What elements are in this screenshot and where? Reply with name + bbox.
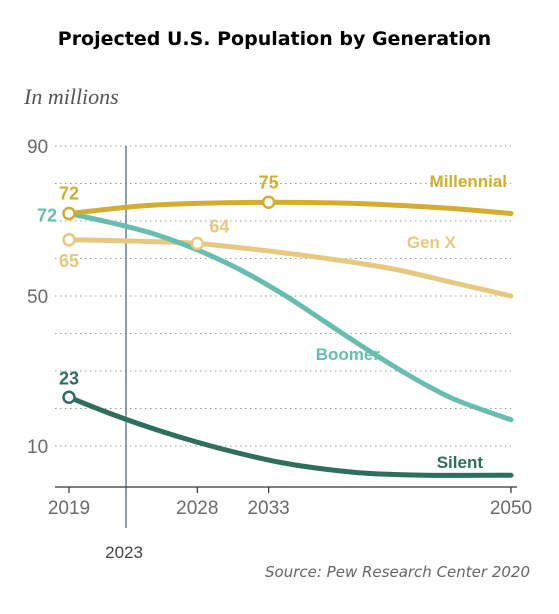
data-label: 75 — [259, 172, 279, 192]
data-label: 23 — [59, 368, 79, 388]
x-tick-label: 2050 — [490, 498, 532, 519]
reference-line-label: 2023 — [105, 543, 143, 562]
data-label: 65 — [59, 251, 79, 271]
series-label-gen-x: Gen X — [407, 233, 457, 252]
series-line-gen-x — [66, 237, 514, 299]
data-point-marker — [261, 195, 276, 209]
y-tick-label: 50 — [27, 287, 48, 308]
series-line-millennial — [66, 199, 514, 216]
chart-title: Projected U.S. Population by Generation — [57, 28, 492, 50]
x-tick-label: 2033 — [247, 498, 289, 519]
data-point-marker — [62, 206, 76, 221]
data-point-marker — [62, 390, 76, 404]
series-label-boomer: Boomer — [316, 345, 381, 364]
series-label-silent: Silent — [437, 453, 484, 472]
chart-subtitle: In millions — [24, 84, 119, 109]
data-label: 64 — [209, 217, 229, 237]
source-note: Source: Pew Research Center 2020 — [265, 563, 530, 581]
y-tick-label: 10 — [27, 437, 48, 458]
series-label-millennial: Millennial — [430, 172, 507, 191]
data-label: 72 — [37, 206, 57, 226]
series-line-boomer — [66, 211, 514, 423]
y-tick-label: 90 — [27, 137, 48, 158]
series-line-silent — [66, 394, 514, 478]
x-tick-label: 2028 — [176, 498, 218, 519]
data-point-marker — [62, 233, 76, 247]
data-point-marker — [190, 236, 205, 251]
data-label: 72 — [59, 184, 79, 204]
x-tick-label: 2019 — [48, 498, 90, 519]
